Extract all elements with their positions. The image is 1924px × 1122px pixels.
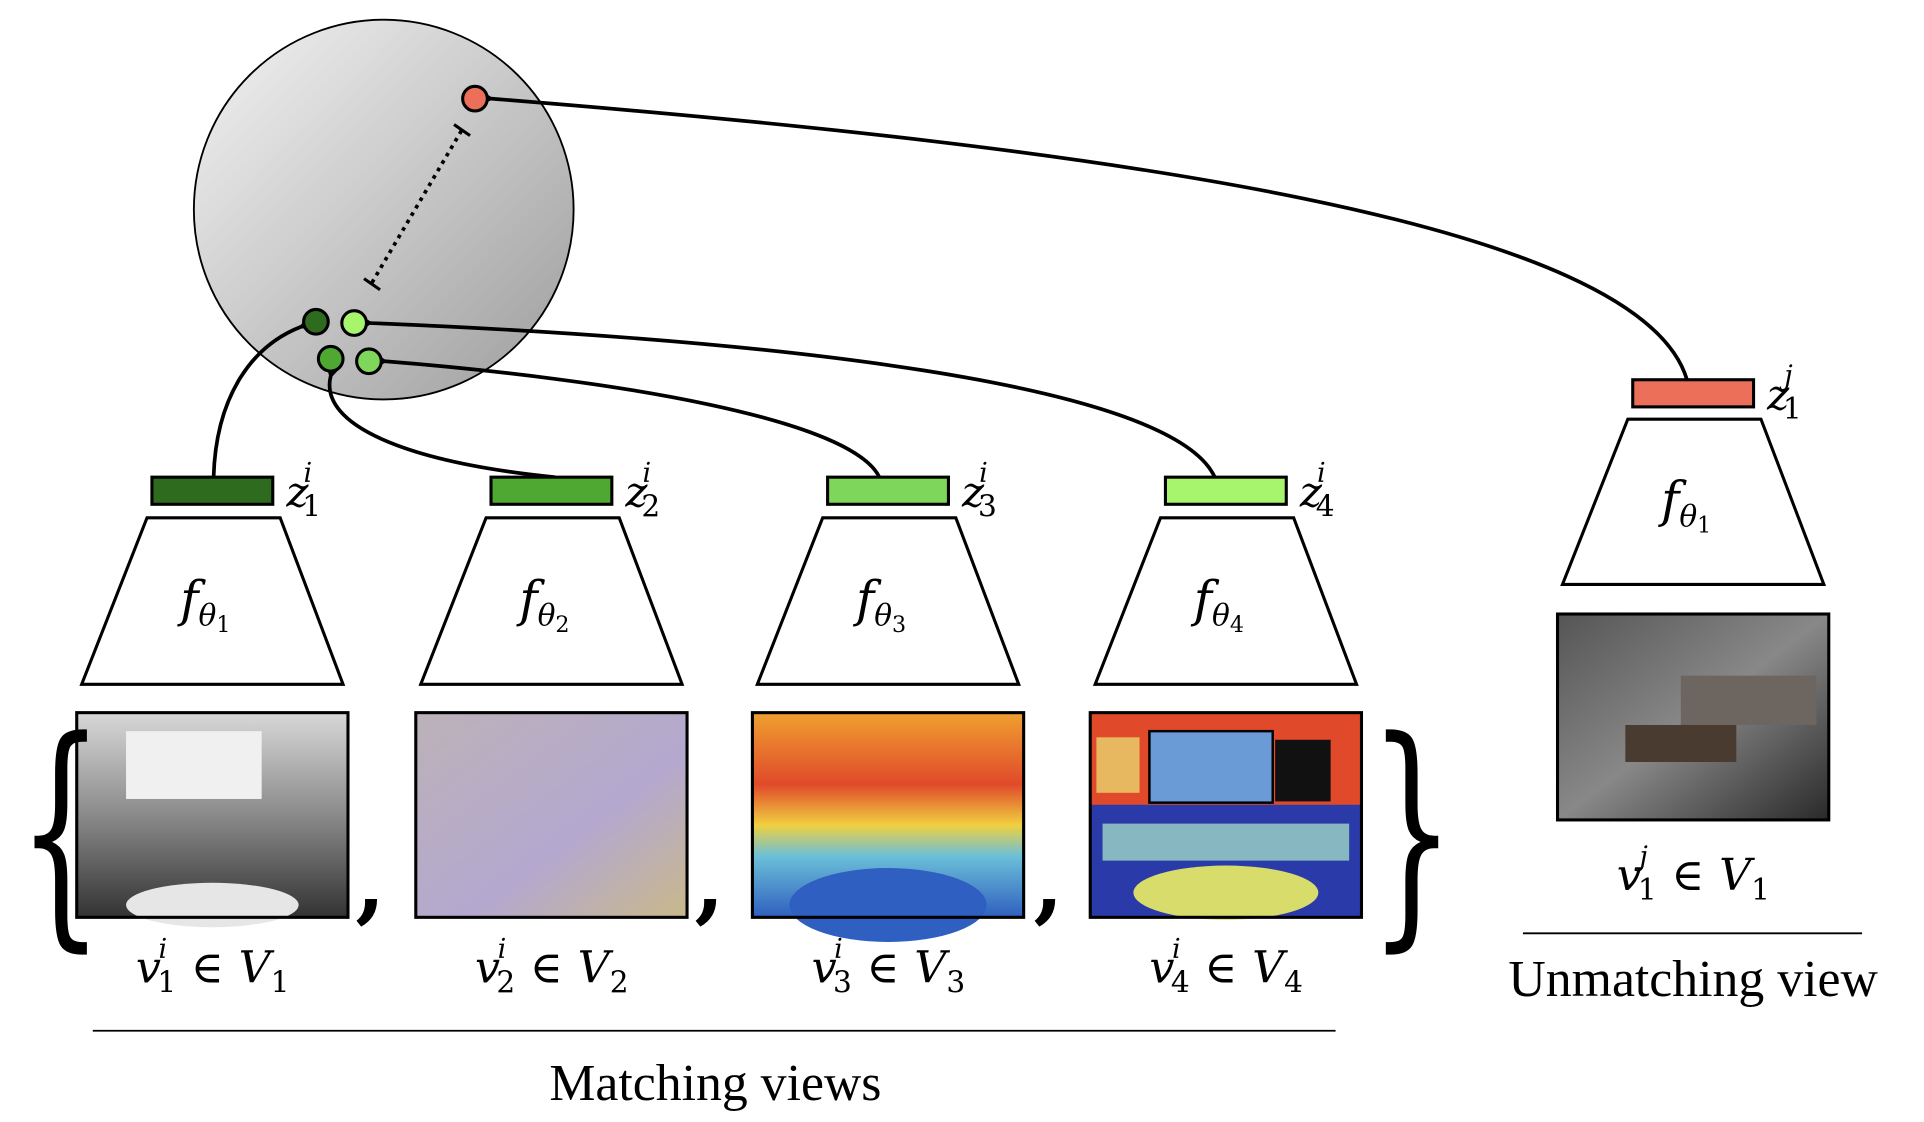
encoder-1 bbox=[79, 516, 346, 686]
view-image-5 bbox=[1555, 612, 1831, 822]
encoder-label-4: fθ4 bbox=[1190, 570, 1244, 638]
encoder-4 bbox=[1092, 516, 1359, 686]
embedding-point-4 bbox=[340, 309, 369, 337]
arrow-z1-to-embedding bbox=[211, 327, 302, 478]
latent-label-1: zi 1 bbox=[285, 458, 321, 524]
view-image-4 bbox=[1088, 711, 1364, 920]
comma-1: , bbox=[355, 832, 385, 933]
matching-caption: Matching views bbox=[549, 1055, 881, 1112]
latent-label-4: zi 4 bbox=[1299, 458, 1335, 524]
latent-bar-2 bbox=[489, 475, 614, 506]
view-label-4: vi 4 ∈ V4 bbox=[1149, 934, 1303, 1000]
latent-bar-1 bbox=[150, 475, 275, 506]
view-label-5: vj 1 ∈ V1 bbox=[1617, 842, 1770, 908]
view-label-3: vi 3 ∈ V3 bbox=[812, 934, 966, 1000]
arrow-zj-to-embedding bbox=[491, 99, 1689, 381]
latent-bar-5 bbox=[1631, 378, 1756, 409]
embedding-sphere bbox=[192, 18, 575, 401]
view-label-2: vi 2 ∈ V2 bbox=[475, 934, 629, 1000]
embedding-point-1 bbox=[302, 307, 330, 336]
latent-label-3: zi 3 bbox=[961, 458, 997, 524]
latent-label-2: zi 2 bbox=[624, 458, 660, 524]
latent-label-5: zj 1 bbox=[1766, 361, 1802, 427]
view-image-2 bbox=[414, 711, 689, 919]
view-label-1: vi 1 ∈ V1 bbox=[136, 934, 290, 1000]
embedding-point-unmatched bbox=[461, 84, 489, 113]
right-brace: } bbox=[1369, 689, 1455, 973]
view-image-3 bbox=[750, 711, 1026, 942]
comma-3: , bbox=[1034, 832, 1064, 933]
latent-bar-4 bbox=[1163, 475, 1288, 506]
encoder-5 bbox=[1560, 417, 1827, 586]
arrow-z2-to-embedding bbox=[330, 376, 556, 479]
latent-bar-3 bbox=[826, 475, 950, 506]
encoder-2 bbox=[418, 516, 685, 686]
arrow-z3-to-embedding bbox=[385, 361, 882, 478]
arrow-z4-to-embedding bbox=[370, 323, 1217, 478]
view-image-1 bbox=[75, 711, 350, 928]
unmatching-caption: Unmatching view bbox=[1508, 951, 1878, 1008]
embedding-point-2 bbox=[316, 344, 345, 373]
embedding-point-3 bbox=[355, 347, 383, 376]
distance-indicator bbox=[363, 123, 471, 292]
comma-2: , bbox=[694, 832, 724, 933]
encoder-3 bbox=[755, 516, 1021, 686]
encoder-label-3: fθ3 bbox=[852, 570, 906, 638]
left-brace: { bbox=[18, 689, 104, 973]
